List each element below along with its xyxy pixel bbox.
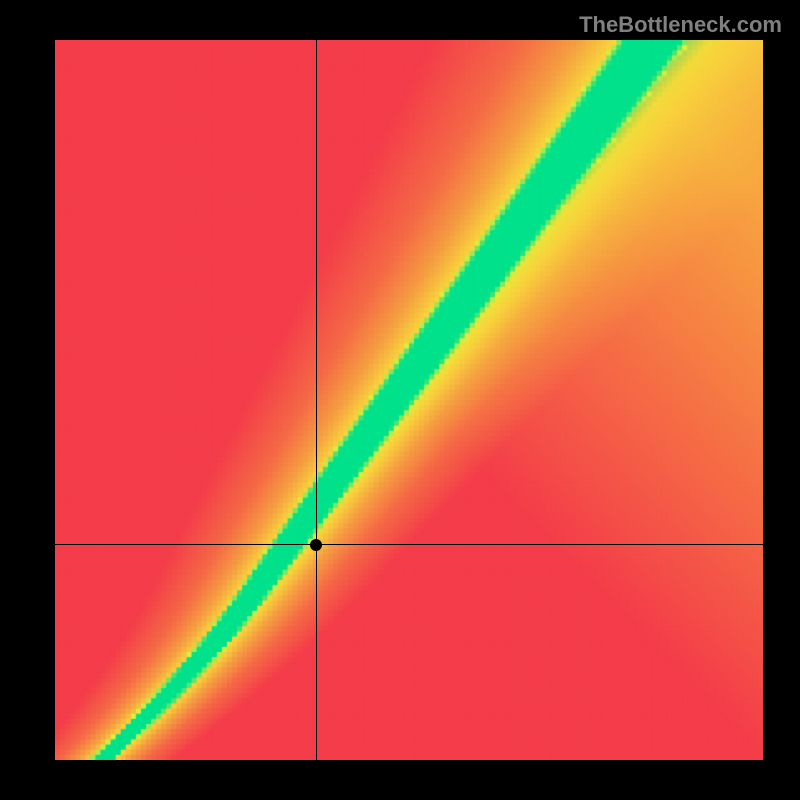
- watermark-text: TheBottleneck.com: [579, 12, 782, 38]
- crosshair-horizontal: [55, 544, 763, 545]
- crosshair-vertical: [316, 40, 317, 760]
- heatmap-canvas: [55, 40, 763, 760]
- plot-area: [55, 40, 763, 760]
- crosshair-marker: [310, 539, 322, 551]
